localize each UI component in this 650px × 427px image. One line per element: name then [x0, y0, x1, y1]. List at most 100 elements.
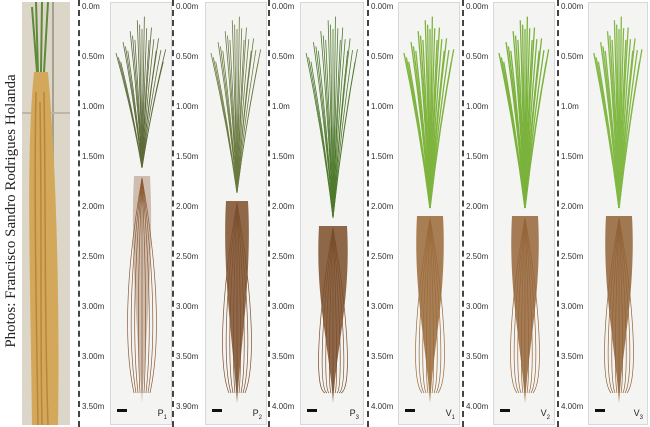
fine-root — [236, 202, 249, 394]
fine-root — [332, 227, 348, 394]
root-system-image — [305, 16, 358, 403]
panel-label: V1 — [446, 408, 455, 421]
depth-tick-label: 3.00m — [371, 302, 394, 311]
fine-root — [332, 227, 341, 394]
root-photo-panel: V2 — [493, 2, 555, 425]
depth-scale — [78, 0, 81, 427]
leaf-blade — [429, 49, 455, 209]
leaf-blade — [310, 61, 334, 219]
fine-root — [422, 217, 431, 394]
depth-tick-label: 2.00m — [82, 202, 105, 211]
depth-tick-label: 2.50m — [272, 252, 295, 261]
depth-tick-label: 2.50m — [176, 252, 199, 261]
depth-tick-label: 3.00m — [561, 302, 584, 311]
panel-label-index: 3 — [355, 415, 359, 421]
fine-root — [429, 217, 438, 394]
panel-label-letter: V — [540, 408, 547, 419]
root-system-image — [498, 16, 550, 403]
root-photo-panel: P1 — [110, 2, 172, 425]
panel-label-index: 2 — [546, 415, 550, 421]
fine-root — [229, 202, 238, 394]
panel-label-index: 1 — [163, 415, 167, 421]
fine-root — [236, 202, 252, 394]
depth-tick-label: 1.50m — [272, 152, 295, 161]
scale-bar — [405, 409, 415, 412]
fine-root — [321, 227, 334, 394]
root-system-image — [593, 16, 643, 403]
fine-root — [329, 227, 334, 394]
depth-tick-label: 3.50m — [176, 352, 199, 361]
depth-tick-label: 2.00m — [176, 202, 199, 211]
panel-label: V2 — [541, 408, 550, 421]
leaf-blade — [215, 61, 238, 194]
fine-root — [127, 177, 143, 394]
root-photo-panel: V3 — [588, 2, 648, 425]
depth-tick-label: 1.0m — [561, 102, 579, 111]
scale-bar — [117, 409, 127, 412]
field-root-photo — [22, 2, 70, 425]
panel-label-letter: P — [252, 408, 259, 419]
depth-tick-label: 0.50m — [272, 52, 295, 61]
fine-root — [618, 217, 623, 394]
leaf-blade — [236, 49, 262, 194]
fine-root — [236, 202, 245, 394]
fine-root — [618, 217, 631, 394]
fine-root — [332, 227, 345, 394]
fine-root — [604, 217, 620, 394]
panel-label-index: 1 — [451, 415, 455, 421]
fine-root — [524, 217, 533, 394]
depth-tick-label: 3.00m — [466, 302, 489, 311]
fine-root — [332, 227, 337, 394]
fine-root — [618, 217, 627, 394]
panel-label-letter: P — [349, 408, 356, 419]
depth-tick-label: 0.50m — [561, 52, 584, 61]
leaf-blade — [332, 49, 358, 219]
depth-tick-label: 2.50m — [371, 252, 394, 261]
depth-tick-label: 0.00m — [272, 2, 295, 11]
depth-tick-label: 0.50m — [371, 52, 394, 61]
depth-tick-label: 1.50m — [561, 152, 584, 161]
fine-root — [222, 202, 238, 394]
fine-root — [141, 177, 157, 394]
fine-root — [134, 177, 143, 394]
depth-tick-label: 4.00m — [272, 402, 295, 411]
depth-scale — [367, 0, 370, 427]
fine-root — [418, 217, 431, 394]
depth-tick-label: 0.00m — [561, 2, 584, 11]
fine-root — [415, 217, 431, 394]
depth-tick-label: 1.00m — [176, 102, 199, 111]
scale-bar — [307, 409, 317, 412]
fine-root — [141, 177, 154, 394]
depth-tick-label: 2.00m — [272, 202, 295, 211]
depth-tick-label: 3.50m — [561, 352, 584, 361]
panel-label: P1 — [158, 408, 167, 421]
depth-tick-label: 2.50m — [82, 252, 105, 261]
root-system-image — [403, 16, 455, 403]
fine-root — [225, 202, 238, 394]
depth-tick-label: 0.00m — [466, 2, 489, 11]
fine-root — [325, 227, 334, 394]
root-photo-panel: V1 — [398, 2, 460, 425]
fine-root — [426, 217, 431, 394]
field-plant-image — [22, 2, 70, 425]
fine-root — [517, 217, 526, 394]
depth-tick-label: 3.00m — [82, 352, 105, 361]
fine-root — [607, 217, 620, 394]
fine-root — [510, 217, 526, 394]
panel-label-letter: V — [445, 408, 452, 419]
panel-label: P3 — [350, 408, 359, 421]
panel-label-letter: V — [633, 408, 640, 419]
depth-tick-label: 1.0m — [272, 102, 290, 111]
depth-tick-label: 1.00m — [82, 102, 105, 111]
scale-bar — [500, 409, 510, 412]
panel-label-index: 2 — [258, 415, 262, 421]
fine-root — [130, 177, 143, 394]
fine-root — [615, 217, 620, 394]
depth-tick-label: 2.50m — [561, 252, 584, 261]
depth-tick-label: 0.00m — [371, 2, 394, 11]
leaf-blade — [618, 49, 643, 209]
depth-tick-label: 1.50m — [371, 152, 394, 161]
leaf-blade — [141, 49, 167, 169]
depth-tick-label: 3.50m — [272, 352, 295, 361]
depth-tick-label: 3.50m — [371, 352, 394, 361]
